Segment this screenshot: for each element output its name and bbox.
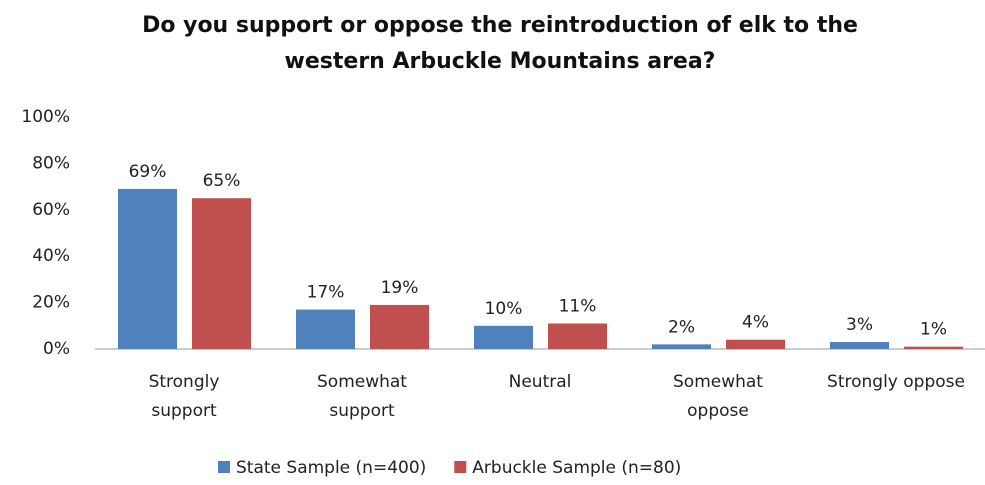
data-label: 10% <box>485 299 523 319</box>
data-label: 19% <box>381 278 419 298</box>
bar <box>652 344 711 349</box>
data-label: 65% <box>203 171 241 191</box>
x-tick-label: Strongly oppose <box>827 372 965 392</box>
x-tick-label: Somewhat support <box>317 372 407 421</box>
bar <box>830 342 889 349</box>
legend-label: State Sample (n=400) <box>236 458 426 478</box>
x-tick-label: Neutral <box>508 372 572 392</box>
y-tick-label: 20% <box>32 293 70 313</box>
legend-swatch <box>454 461 467 473</box>
y-tick-label: 0% <box>43 339 70 359</box>
chart-title: Do you support or oppose the reintroduct… <box>142 13 858 74</box>
bar <box>726 339 785 349</box>
y-tick-label: 40% <box>32 246 70 266</box>
bar <box>118 188 177 349</box>
bar <box>296 309 355 349</box>
data-label: 11% <box>559 296 597 316</box>
data-label: 17% <box>307 283 345 303</box>
data-label: 1% <box>920 320 947 340</box>
data-label: 3% <box>846 315 873 335</box>
data-label: 69% <box>129 162 167 182</box>
data-label: 2% <box>668 317 695 337</box>
y-tick-label: 60% <box>32 200 70 220</box>
bar <box>474 325 533 349</box>
legend-label: Arbuckle Sample (n=80) <box>472 458 681 478</box>
bar <box>370 304 429 349</box>
x-tick-label: Strongly support <box>148 372 220 421</box>
data-label: 4% <box>742 313 769 333</box>
y-tick-label: 80% <box>32 153 70 173</box>
bar <box>548 323 607 349</box>
bar <box>192 198 251 349</box>
bar <box>904 346 963 349</box>
legend-swatch <box>218 461 230 473</box>
y-tick-label: 100% <box>21 107 70 127</box>
x-tick-label: Somewhat oppose <box>673 372 763 421</box>
